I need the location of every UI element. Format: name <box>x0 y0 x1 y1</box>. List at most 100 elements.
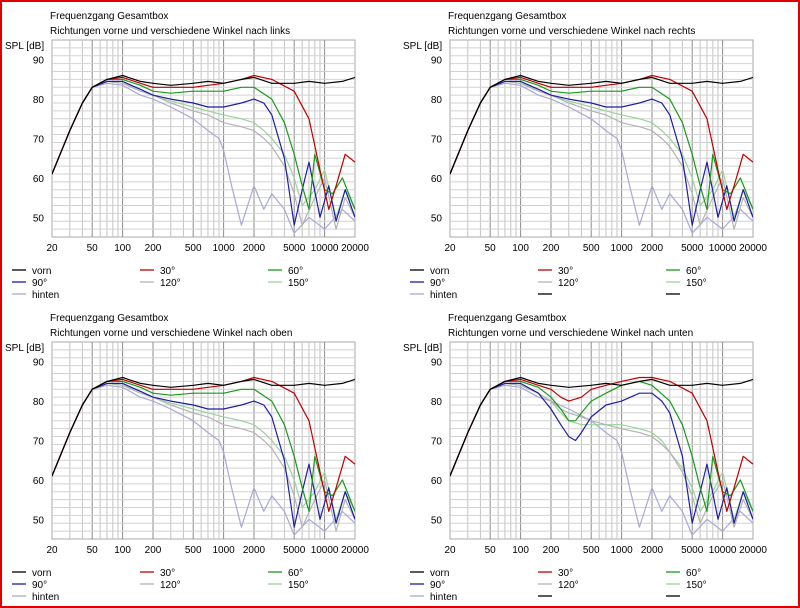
legend-label: 150° <box>686 580 707 591</box>
y-tick-label: 90 <box>33 56 45 67</box>
x-tick-label: 200 <box>145 545 162 556</box>
legend-label: 90° <box>430 580 445 591</box>
y-axis-label: SPL [dB] <box>5 343 44 354</box>
y-tick-label: 70 <box>33 135 45 146</box>
x-tick-label: 50 <box>87 545 99 556</box>
x-tick-label: 200 <box>543 545 560 556</box>
legend: vorn 30° 60° 90° 120° 150° hinten <box>12 568 309 603</box>
y-tick-label: 50 <box>33 213 45 224</box>
legend-label: vorn <box>32 568 51 579</box>
x-tick-label: 1000 <box>212 243 235 254</box>
chart-panel-2: Frequenzgang Gesamtbox Richtungen vorne u… <box>398 0 798 304</box>
x-tick-label: 50 <box>87 243 99 254</box>
x-tick-label: 5000 <box>283 545 306 556</box>
chart-grid: Frequenzgang Gesamtbox Richtungen vorne u… <box>0 0 800 608</box>
x-tick-label: 1000 <box>610 545 633 556</box>
x-tick-label: 100 <box>114 545 131 556</box>
legend-label: 60° <box>288 266 303 277</box>
legend-label: 120° <box>160 278 181 289</box>
x-tick-label: 200 <box>145 243 162 254</box>
legend-label: 60° <box>686 568 701 579</box>
x-tick-label: 2000 <box>243 243 266 254</box>
x-tick-label: 20000 <box>341 545 369 556</box>
y-tick-label: 60 <box>33 174 45 185</box>
x-tick-label: 20000 <box>739 545 767 556</box>
x-tick-label: 2000 <box>641 545 664 556</box>
y-tick-label: 80 <box>431 95 443 106</box>
x-tick-label: 5000 <box>681 243 704 254</box>
y-tick-label: 60 <box>33 476 45 487</box>
chart-title: Frequenzgang Gesamtbox <box>448 11 566 22</box>
x-tick-label: 5000 <box>283 243 306 254</box>
x-tick-label: 10000 <box>709 243 737 254</box>
x-tick-label: 50 <box>485 545 497 556</box>
legend-label: hinten <box>430 592 457 603</box>
chart-title: Frequenzgang Gesamtbox <box>50 313 168 324</box>
chart-title: Frequenzgang Gesamtbox <box>448 313 566 324</box>
chart-subtitle: Richtungen vorne und verschiedene Winkel… <box>50 328 292 339</box>
legend-label: 90° <box>32 580 47 591</box>
legend-label: 60° <box>686 266 701 277</box>
y-tick-label: 90 <box>431 358 443 369</box>
legend-label: 30° <box>160 568 175 579</box>
x-tick-label: 500 <box>185 243 202 254</box>
x-tick-label: 20000 <box>341 243 369 254</box>
y-tick-label: 90 <box>33 358 45 369</box>
x-tick-label: 1000 <box>610 243 633 254</box>
legend-label: 60° <box>288 568 303 579</box>
x-tick-label: 100 <box>114 243 131 254</box>
legend-label: hinten <box>32 290 59 301</box>
x-tick-label: 2000 <box>243 545 266 556</box>
x-tick-label: 5000 <box>681 545 704 556</box>
y-tick-label: 70 <box>431 437 443 448</box>
y-axis-label: SPL [dB] <box>403 41 442 52</box>
legend-label: 120° <box>558 278 579 289</box>
y-tick-label: 70 <box>33 437 45 448</box>
legend-label: hinten <box>430 290 457 301</box>
legend-label: 30° <box>558 568 573 579</box>
y-axis-label: SPL [dB] <box>403 343 442 354</box>
x-tick-label: 20 <box>444 545 456 556</box>
chart-panel-3: Frequenzgang Gesamtbox Richtungen vorne u… <box>0 302 400 606</box>
y-tick-label: 60 <box>431 476 443 487</box>
legend-label: 90° <box>32 278 47 289</box>
legend-label: vorn <box>32 266 51 277</box>
chart-subtitle: Richtungen vorne und verschiedene Winkel… <box>448 328 693 339</box>
legend-label: vorn <box>430 266 449 277</box>
x-tick-label: 10000 <box>311 545 339 556</box>
x-tick-label: 500 <box>185 545 202 556</box>
chart-subtitle: Richtungen vorne und verschiedene Winkel… <box>50 26 290 37</box>
y-tick-label: 50 <box>431 213 443 224</box>
x-tick-label: 500 <box>583 243 600 254</box>
legend: vorn 30° 60° 90° 120° 150° hinten <box>12 266 309 301</box>
x-tick-label: 50 <box>485 243 497 254</box>
y-tick-label: 80 <box>33 397 45 408</box>
chart-panel-1: Frequenzgang Gesamtbox Richtungen vorne u… <box>0 0 400 304</box>
x-tick-label: 10000 <box>709 545 737 556</box>
y-tick-label: 60 <box>431 174 443 185</box>
y-tick-label: 70 <box>431 135 443 146</box>
legend-label: hinten <box>32 592 59 603</box>
y-tick-label: 80 <box>431 397 443 408</box>
legend-label: vorn <box>430 568 449 579</box>
y-tick-label: 50 <box>431 515 443 526</box>
legend-label: 150° <box>288 278 309 289</box>
legend: vorn 30° 60° 90° 120° 150° hinten <box>410 568 707 606</box>
legend: vorn 30° 60° 90° 120° 150° hinten <box>410 266 707 304</box>
legend-label: 90° <box>430 278 445 289</box>
legend-label: 120° <box>558 580 579 591</box>
x-tick-label: 20 <box>46 545 58 556</box>
legend-label: 120° <box>160 580 181 591</box>
x-tick-label: 10000 <box>311 243 339 254</box>
legend-label: 150° <box>686 278 707 289</box>
x-tick-label: 20 <box>46 243 58 254</box>
x-tick-label: 2000 <box>641 243 664 254</box>
legend-label: 150° <box>288 580 309 591</box>
y-tick-label: 90 <box>431 56 443 67</box>
y-tick-label: 50 <box>33 515 45 526</box>
x-tick-label: 1000 <box>212 545 235 556</box>
chart-title: Frequenzgang Gesamtbox <box>50 11 168 22</box>
x-tick-label: 20 <box>444 243 456 254</box>
x-tick-label: 200 <box>543 243 560 254</box>
x-tick-label: 500 <box>583 545 600 556</box>
